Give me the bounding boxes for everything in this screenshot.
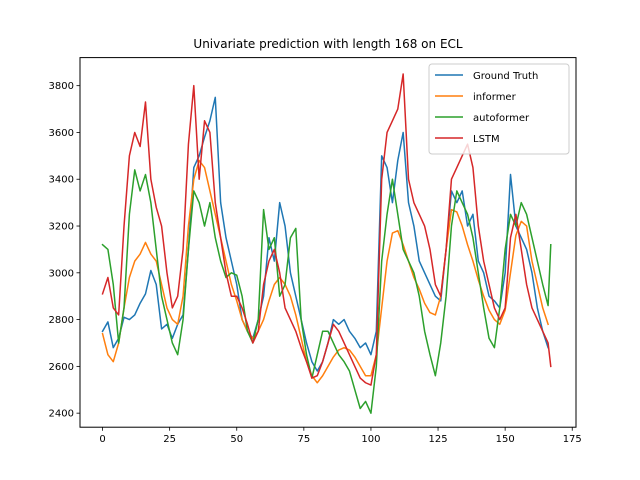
y-tick-label-4: 3200 xyxy=(49,222,74,233)
legend-label-2: autoformer xyxy=(473,113,530,124)
x-tick-label-1: 25 xyxy=(163,434,176,445)
y-tick-label-3: 3000 xyxy=(49,268,74,279)
x-axis: 0 25 50 75 100 125 150 175 xyxy=(99,427,582,445)
legend-label-3: LSTM xyxy=(473,134,500,145)
x-tick-label-3: 75 xyxy=(297,434,310,445)
x-tick-label-5: 125 xyxy=(428,434,447,445)
legend: Ground Truth informer autoformer LSTM xyxy=(428,63,570,155)
x-tick-label-2: 50 xyxy=(230,434,243,445)
chart-title: Univariate prediction with length 168 on… xyxy=(193,37,463,51)
y-tick-label-7: 3800 xyxy=(49,81,74,92)
y-axis: 2400 2600 2800 3000 3200 3400 3600 3800 xyxy=(49,81,80,420)
series-line-3 xyxy=(101,73,552,386)
x-tick-label-7: 175 xyxy=(563,434,582,445)
y-tick-label-5: 3400 xyxy=(49,175,74,186)
y-tick-label-2: 2800 xyxy=(49,315,74,326)
legend-label-1: informer xyxy=(473,92,517,103)
series-line-1 xyxy=(101,159,550,384)
series-layer xyxy=(101,73,552,414)
x-tick-label-0: 0 xyxy=(99,434,105,445)
x-tick-label-4: 100 xyxy=(361,434,380,445)
x-tick-label-6: 150 xyxy=(496,434,515,445)
y-tick-label-6: 3600 xyxy=(49,128,74,139)
y-tick-label-1: 2600 xyxy=(49,362,74,373)
y-tick-label-0: 2400 xyxy=(49,409,74,420)
series-line-2 xyxy=(101,169,552,414)
legend-box xyxy=(428,63,570,155)
legend-label-0: Ground Truth xyxy=(473,71,538,82)
plot-area-frame xyxy=(79,57,577,428)
